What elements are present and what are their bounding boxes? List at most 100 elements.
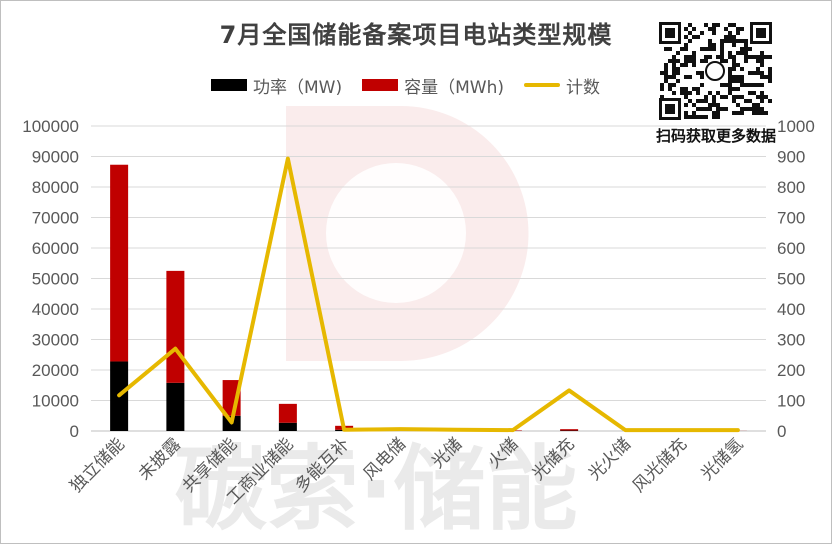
qr-module: [716, 91, 720, 95]
qr-module: [756, 95, 760, 99]
qr-module: [736, 31, 740, 35]
qr-module: [744, 51, 748, 55]
qr-module: [672, 83, 676, 87]
legend: 功率（MW) 容量（MWh) 计数: [211, 73, 620, 98]
qr-module: [760, 99, 764, 103]
qr-module: [732, 43, 736, 47]
qr-module: [684, 95, 688, 99]
qr-module: [728, 71, 732, 75]
qr-module: [732, 79, 736, 83]
qr-module: [684, 91, 688, 95]
qr-module: [760, 95, 764, 99]
qr-module: [692, 55, 696, 59]
qr-module: [736, 75, 740, 79]
qr-module: [720, 39, 724, 43]
qr-module: [704, 99, 708, 103]
qr-module: [728, 83, 732, 87]
qr-module: [728, 55, 732, 59]
qr-module: [740, 47, 744, 51]
qr-module: [720, 59, 724, 63]
qr-module: [728, 91, 732, 95]
qr-module: [748, 107, 752, 111]
bar-capacity: [278, 403, 297, 423]
qr-module: [704, 107, 708, 111]
qr-module: [700, 59, 704, 63]
qr-module: [660, 87, 664, 91]
qr-module: [672, 55, 676, 59]
right-axis-tick-label: 0: [777, 422, 786, 441]
legend-item-count: 计数: [524, 73, 600, 98]
left-axis-tick-label: 30000: [32, 331, 79, 350]
qr-module: [700, 75, 704, 79]
qr-module: [724, 27, 728, 31]
qr-module: [732, 59, 736, 63]
left-axis-tick-label: 60000: [32, 239, 79, 258]
qr-module: [744, 47, 748, 51]
x-axis-tick-label: 风光储充: [629, 434, 691, 496]
qr-module: [684, 63, 688, 67]
qr-module: [732, 87, 736, 91]
left-axis-tick-label: 50000: [32, 270, 79, 289]
qr-module: [764, 111, 768, 115]
qr-module: [724, 107, 728, 111]
qr-module: [736, 63, 740, 67]
qr-code-icon[interactable]: [658, 21, 773, 121]
qr-module: [760, 63, 764, 67]
qr-module: [704, 47, 708, 51]
right-axis-tick-label: 700: [777, 209, 805, 228]
qr-caption: 扫码获取更多数据: [655, 127, 776, 145]
qr-module: [676, 79, 680, 83]
qr-module: [724, 39, 728, 43]
qr-module: [688, 59, 692, 63]
qr-module: [760, 55, 764, 59]
right-axis-tick-label: 200: [777, 361, 805, 380]
qr-module: [736, 103, 740, 107]
qr-module: [736, 95, 740, 99]
qr-module: [664, 67, 668, 71]
qr-module: [744, 99, 748, 103]
qr-module: [768, 75, 772, 79]
left-axis-tick-label: 90000: [32, 148, 79, 167]
qr-module: [760, 51, 764, 55]
chart-title: 7月全国储能备案项目电站类型规模: [219, 21, 613, 49]
qr-module: [684, 103, 688, 107]
qr-module: [716, 23, 720, 27]
bar-capacity: [560, 429, 579, 431]
qr-module: [764, 95, 768, 99]
legend-swatch-power: [211, 79, 247, 91]
qr-module: [756, 55, 760, 59]
qr-module: [740, 75, 744, 79]
qr-module: [724, 95, 728, 99]
qr-module: [768, 79, 772, 83]
qr-module: [732, 111, 736, 115]
qr-module: [696, 91, 700, 95]
qr-module: [728, 23, 732, 27]
qr-module: [732, 39, 736, 43]
qr-module: [736, 87, 740, 91]
bar-power: [278, 422, 297, 431]
qr-module: [712, 27, 716, 31]
qr-module: [664, 47, 668, 51]
qr-module: [732, 23, 736, 27]
right-axis-tick-label: 500: [777, 270, 805, 289]
qr-module: [668, 47, 672, 51]
qr-module: [756, 71, 760, 75]
qr-module: [688, 91, 692, 95]
right-axis-tick-label: 600: [777, 239, 805, 258]
left-axis-tick-label: 40000: [32, 300, 79, 319]
qr-module: [724, 59, 728, 63]
qr-module: [760, 71, 764, 75]
qr-module: [764, 55, 768, 59]
qr-module: [692, 63, 696, 67]
qr-module: [716, 55, 720, 59]
legend-item-capacity: 容量（MWh): [362, 73, 504, 98]
qr-module: [728, 39, 732, 43]
qr-module: [712, 95, 716, 99]
legend-label-count: 计数: [566, 77, 600, 98]
qr-module: [696, 35, 700, 39]
qr-module: [728, 35, 732, 39]
qr-module: [708, 91, 712, 95]
qr-module: [696, 107, 700, 111]
qr-module: [684, 43, 688, 47]
right-axis-tick-label: 400: [777, 300, 805, 319]
